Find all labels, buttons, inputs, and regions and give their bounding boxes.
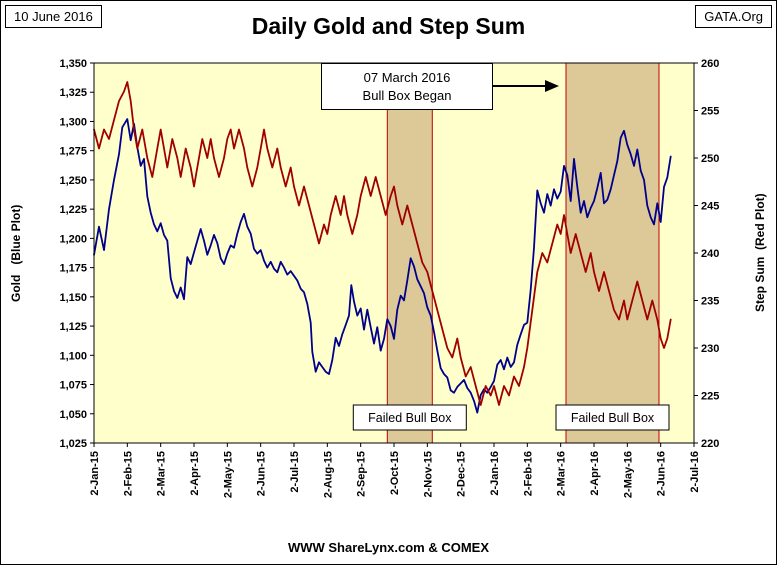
left-tick-label: 1,350 [59, 58, 87, 70]
left-tick-label: 1,275 [59, 146, 87, 158]
x-tick-label: 2-Jun-16 [656, 451, 668, 496]
x-tick-label: 2-Mar-15 [156, 451, 168, 496]
left-tick-label: 1,300 [59, 116, 87, 128]
failed-bull-box-callout [352, 404, 467, 431]
right-tick-label: 260 [701, 58, 719, 70]
failed-bull-box-label: Failed Bull Box [368, 411, 452, 425]
right-axis-title: Step Sum (Red Plot) [753, 193, 767, 313]
x-tick-label: 2-Mar-16 [556, 451, 568, 496]
page-title: Daily Gold and Step Sum [251, 13, 526, 39]
right-tick-label: 255 [701, 106, 719, 118]
x-tick-label: 2-Jul-16 [689, 451, 701, 493]
x-tick-label: 2-Sep-15 [356, 451, 368, 497]
footer-credit: WWW ShareLynx.com & COMEX [287, 540, 490, 555]
left-tick-label: 1,100 [59, 350, 87, 362]
bull-box-region [386, 62, 433, 444]
x-tick-label: 2-Jan-15 [89, 451, 101, 496]
left-tick-label: 1,200 [59, 233, 87, 245]
bull-box-annotation: 07 March 2016 Bull Box Began [321, 63, 493, 110]
left-tick-label: 1,225 [59, 204, 87, 216]
right-tick-label: 220 [701, 438, 719, 450]
x-tick-label: 2-Dec-15 [456, 451, 468, 497]
x-tick-label: 2-Aug-15 [322, 451, 334, 498]
right-tick-label: 225 [701, 391, 719, 403]
left-tick-label: 1,325 [59, 87, 87, 99]
annotation-line-2: Bull Box Began [362, 88, 452, 103]
x-tick-label: 2-Jul-15 [289, 451, 301, 493]
x-tick-label: 2-Apr-15 [189, 451, 201, 496]
x-tick-label: 2-Jun-15 [256, 451, 268, 496]
series-step-sum [93, 81, 672, 406]
org-box: GATA.Org [695, 5, 772, 28]
left-tick-label: 1,250 [59, 175, 87, 187]
x-tick-label: 2-May-15 [222, 451, 234, 498]
series-gold [93, 118, 672, 414]
left-axis-title: Gold (Blue Plot) [9, 204, 23, 302]
date-box: 10 June 2016 [5, 5, 102, 28]
left-tick-label: 1,150 [59, 292, 87, 304]
x-tick-label: 2-Apr-16 [589, 451, 601, 496]
left-tick-label: 1,125 [59, 321, 87, 333]
left-tick-label: 1,025 [59, 438, 87, 450]
left-tick-label: 1,050 [59, 409, 87, 421]
x-tick-label: 2-Jan-16 [489, 451, 501, 496]
x-tick-label: 2-Feb-16 [522, 451, 534, 496]
annotation-arrow-head [545, 80, 559, 92]
x-tick-label: 2-May-16 [622, 451, 634, 498]
failed-bull-box-callout [555, 404, 670, 431]
right-tick-label: 245 [701, 201, 719, 213]
x-tick-label: 2-Oct-15 [389, 451, 401, 495]
left-tick-label: 1,075 [59, 380, 87, 392]
failed-bull-box-label: Failed Bull Box [571, 411, 655, 425]
right-tick-label: 250 [701, 153, 719, 165]
right-tick-label: 240 [701, 248, 719, 260]
left-tick-label: 1,175 [59, 263, 87, 275]
x-tick-label: 2-Nov-15 [422, 451, 434, 497]
annotation-line-1: 07 March 2016 [363, 70, 451, 85]
right-tick-label: 230 [701, 343, 719, 355]
right-tick-label: 235 [701, 296, 719, 308]
x-tick-label: 2-Feb-15 [122, 451, 134, 496]
